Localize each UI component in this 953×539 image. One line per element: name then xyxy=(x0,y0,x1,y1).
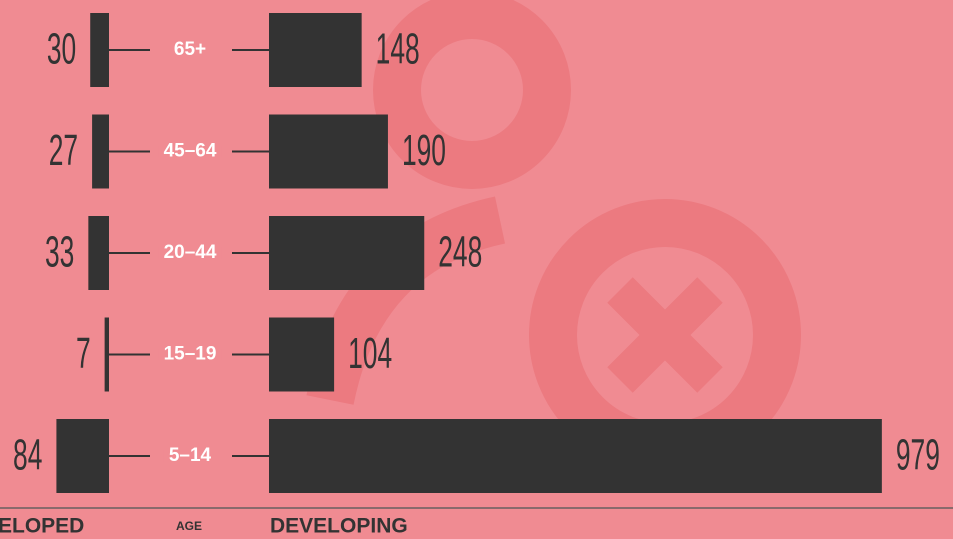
value-label: 27 xyxy=(49,125,78,175)
value-label: 30 xyxy=(47,24,76,74)
bar xyxy=(269,216,424,290)
value-label: 7 xyxy=(76,328,91,378)
bar xyxy=(56,419,109,493)
age-label: 15–19 xyxy=(164,344,217,365)
legend-right: DEVELOPING xyxy=(270,515,408,538)
bar xyxy=(269,13,362,87)
value-label: 84 xyxy=(13,430,42,480)
value-label: 33 xyxy=(45,227,74,277)
value-label: 190 xyxy=(402,125,446,175)
value-label: 979 xyxy=(896,430,940,480)
age-label: 20–44 xyxy=(164,242,217,263)
axis-label: AGE xyxy=(176,519,202,533)
bar xyxy=(105,318,109,392)
bar xyxy=(269,419,882,493)
bar xyxy=(269,318,334,392)
page: ELOPED AGE DEVELOPING 65+ 30 148 45–64 27 190… xyxy=(0,0,953,539)
bar xyxy=(92,115,109,189)
bar xyxy=(269,115,388,189)
value-label: 148 xyxy=(376,24,420,74)
age-label: 45–64 xyxy=(164,141,217,162)
value-label: 104 xyxy=(348,328,392,378)
bar xyxy=(90,13,109,87)
legend-left: ELOPED xyxy=(0,515,84,538)
chart: ELOPED AGE DEVELOPING 65+ 30 148 45–64 27 190… xyxy=(0,0,953,539)
bar xyxy=(88,216,109,290)
age-label: 5–14 xyxy=(169,445,212,466)
age-label: 65+ xyxy=(174,39,206,60)
value-label: 248 xyxy=(438,227,482,277)
